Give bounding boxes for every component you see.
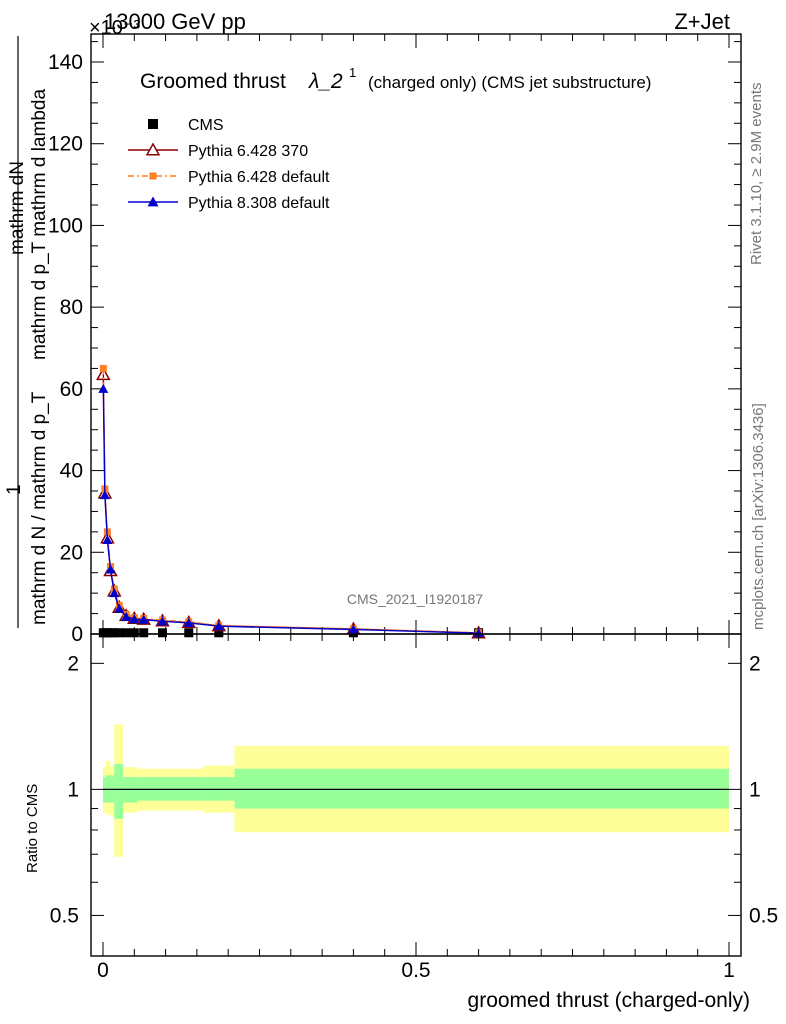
y-title-denominator: mathrm d N / mathrm d p_T xyxy=(29,391,50,625)
cms-point xyxy=(157,628,167,638)
ratio-y-tick-label: 0.5 xyxy=(50,904,79,927)
legend: CMS Pythia 6.428 370 Pythia 6.428 default P… xyxy=(128,117,330,212)
pythia8-point xyxy=(105,564,116,574)
legend-label: Pythia 8.308 default xyxy=(188,195,330,212)
pythia8-point xyxy=(114,603,125,613)
legend-label: Pythia 6.428 default xyxy=(188,169,330,186)
ratio-y-tick-label-right: 0.5 xyxy=(749,904,778,927)
legend-marker-open-triangle xyxy=(145,142,161,156)
y-tick-label: 120 xyxy=(48,133,83,156)
y-tick-label: 40 xyxy=(60,460,83,483)
y-tick-label: 0 xyxy=(71,623,83,646)
main-panel: 0 20 40 60 80 100 120 140 CMS Pythia 6.428 370 Pyt… xyxy=(48,33,742,646)
legend-label: Pythia 6.428 370 xyxy=(188,143,308,160)
header-right: Z+Jet xyxy=(674,9,730,34)
pythia8-point xyxy=(129,614,140,624)
cms-point xyxy=(109,628,119,638)
inner-uncertainty-band xyxy=(114,763,124,819)
pythia8-point xyxy=(98,383,109,393)
y-tick-label: 80 xyxy=(60,296,83,319)
y-title-one: 1 xyxy=(4,484,25,495)
exponent-label: ×10⁻³ xyxy=(89,17,140,39)
pythia8-point xyxy=(157,616,168,626)
pythia8-point xyxy=(183,617,194,627)
cms-point xyxy=(139,628,149,638)
title-suffix: (charged only) (CMS jet substructure) xyxy=(368,73,651,92)
ratio-y-title: Ratio to CMS xyxy=(24,784,41,873)
header-left: 13000 GeV pp xyxy=(104,9,246,34)
plot-title: Groomed thrust λ_2 1 (charged only) (CMS… xyxy=(140,65,651,93)
analysis-watermark: CMS_2021_I1920187 xyxy=(347,591,483,607)
y-tick-label: 140 xyxy=(48,51,83,74)
pythia8-point xyxy=(121,611,132,621)
cms-point xyxy=(184,628,194,638)
inner-uncertainty-band xyxy=(234,768,729,809)
rivet-label: Rivet 3.1.10, ≥ 2.9M events xyxy=(748,83,765,266)
cms-point xyxy=(214,628,224,638)
series-line-3 xyxy=(102,388,479,634)
pythia8-point xyxy=(99,490,110,500)
x-axis-title: groomed thrust (charged-only) xyxy=(468,989,750,1012)
ratio-y-tick-label: 1 xyxy=(67,778,79,801)
pythia8-point xyxy=(348,624,359,634)
y-axis-title: mathrm dN mathrm d p_T mathrm d lambda 1… xyxy=(4,36,50,628)
y-tick-label: 60 xyxy=(60,378,83,401)
title-superscript: 1 xyxy=(349,65,356,80)
x-tick-label: 0 xyxy=(97,959,109,982)
ratio-y-tick-label-right: 1 xyxy=(749,778,761,801)
ratio-y-tick-label: 2 xyxy=(67,652,79,675)
pythia8-point xyxy=(138,614,149,624)
y-tick-label: 100 xyxy=(48,214,83,237)
pythia8-point xyxy=(102,535,113,545)
title-lambda: λ_2 xyxy=(308,70,343,93)
legend-marker-cms xyxy=(148,119,158,129)
y-title-middle: mathrm d p_T mathrm d lambda xyxy=(29,89,50,360)
mcplots-label: mcplots.cern.ch [arXiv:1306.3436] xyxy=(750,403,767,630)
cms-point xyxy=(114,628,124,638)
legend-marker-triangle xyxy=(147,196,159,207)
pythia6-default-point xyxy=(99,364,107,372)
x-tick-label: 1 xyxy=(723,959,735,982)
title-main: Groomed thrust xyxy=(140,70,286,93)
x-tick-label: 0.5 xyxy=(401,959,430,982)
legend-marker-square xyxy=(149,172,157,180)
legend-label: CMS xyxy=(188,117,224,134)
cms-point xyxy=(121,628,131,638)
ratio-y-tick-label-right: 2 xyxy=(749,652,761,675)
cms-point xyxy=(129,628,139,638)
pythia8-point xyxy=(213,621,224,631)
y-tick-label: 20 xyxy=(60,541,83,564)
pythia8-point xyxy=(109,588,120,598)
ratio-panel: 0.5 0.5 1 1 2 2 0 0.5 1 xyxy=(50,633,778,982)
pythia8-point xyxy=(473,628,484,638)
